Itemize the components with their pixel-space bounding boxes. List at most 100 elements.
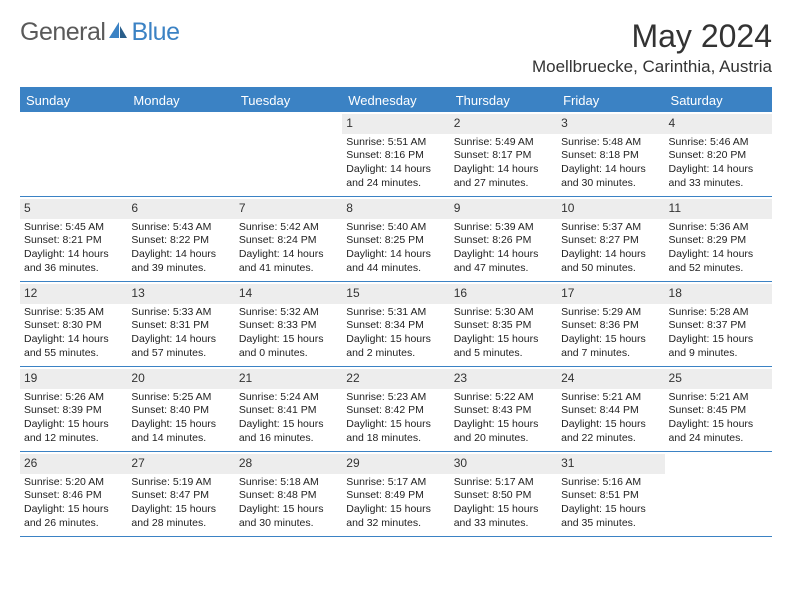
day-cell — [127, 112, 234, 196]
dow-mon: Monday — [127, 89, 234, 112]
sunset-line: Sunset: 8:22 PM — [131, 234, 230, 248]
sunset-line: Sunset: 8:51 PM — [561, 489, 660, 503]
daylight-line: Daylight: 15 hours and 0 minutes. — [239, 333, 338, 360]
daylight-line: Daylight: 14 hours and 33 minutes. — [669, 163, 768, 190]
sunrise-line: Sunrise: 5:21 AM — [561, 391, 660, 405]
daylight-line: Daylight: 15 hours and 33 minutes. — [454, 503, 553, 530]
daylight-line: Daylight: 15 hours and 35 minutes. — [561, 503, 660, 530]
logo: General Blue — [20, 18, 180, 47]
daylight-line: Daylight: 14 hours and 57 minutes. — [131, 333, 230, 360]
sail-icon — [107, 18, 129, 47]
day-number: 13 — [127, 284, 234, 304]
sunset-line: Sunset: 8:29 PM — [669, 234, 768, 248]
day-number: 18 — [665, 284, 772, 304]
day-number: 1 — [342, 114, 449, 134]
day-cell — [235, 112, 342, 196]
day-cell: 28Sunrise: 5:18 AMSunset: 8:48 PMDayligh… — [235, 452, 342, 536]
daylight-line: Daylight: 14 hours and 30 minutes. — [561, 163, 660, 190]
day-cell: 13Sunrise: 5:33 AMSunset: 8:31 PMDayligh… — [127, 282, 234, 366]
day-number: 31 — [557, 454, 664, 474]
day-cell: 7Sunrise: 5:42 AMSunset: 8:24 PMDaylight… — [235, 197, 342, 281]
day-cell: 2Sunrise: 5:49 AMSunset: 8:17 PMDaylight… — [450, 112, 557, 196]
sunset-line: Sunset: 8:47 PM — [131, 489, 230, 503]
daylight-line: Daylight: 15 hours and 16 minutes. — [239, 418, 338, 445]
day-number: 9 — [450, 199, 557, 219]
day-cell: 31Sunrise: 5:16 AMSunset: 8:51 PMDayligh… — [557, 452, 664, 536]
day-cell: 9Sunrise: 5:39 AMSunset: 8:26 PMDaylight… — [450, 197, 557, 281]
day-number: 3 — [557, 114, 664, 134]
day-cell: 29Sunrise: 5:17 AMSunset: 8:49 PMDayligh… — [342, 452, 449, 536]
sunrise-line: Sunrise: 5:17 AM — [454, 476, 553, 490]
sunset-line: Sunset: 8:40 PM — [131, 404, 230, 418]
location: Moellbruecke, Carinthia, Austria — [532, 57, 772, 77]
day-cell: 16Sunrise: 5:30 AMSunset: 8:35 PMDayligh… — [450, 282, 557, 366]
daylight-line: Daylight: 14 hours and 44 minutes. — [346, 248, 445, 275]
dow-tue: Tuesday — [235, 89, 342, 112]
day-number: 5 — [20, 199, 127, 219]
sunset-line: Sunset: 8:42 PM — [346, 404, 445, 418]
sunrise-line: Sunrise: 5:22 AM — [454, 391, 553, 405]
day-number: 20 — [127, 369, 234, 389]
sunrise-line: Sunrise: 5:19 AM — [131, 476, 230, 490]
day-cell: 10Sunrise: 5:37 AMSunset: 8:27 PMDayligh… — [557, 197, 664, 281]
day-cell: 15Sunrise: 5:31 AMSunset: 8:34 PMDayligh… — [342, 282, 449, 366]
sunset-line: Sunset: 8:34 PM — [346, 319, 445, 333]
sunset-line: Sunset: 8:43 PM — [454, 404, 553, 418]
sunset-line: Sunset: 8:31 PM — [131, 319, 230, 333]
sunrise-line: Sunrise: 5:32 AM — [239, 306, 338, 320]
sunrise-line: Sunrise: 5:26 AM — [24, 391, 123, 405]
title-block: May 2024 Moellbruecke, Carinthia, Austri… — [532, 18, 772, 77]
day-cell: 23Sunrise: 5:22 AMSunset: 8:43 PMDayligh… — [450, 367, 557, 451]
sunrise-line: Sunrise: 5:30 AM — [454, 306, 553, 320]
day-number: 6 — [127, 199, 234, 219]
sunset-line: Sunset: 8:30 PM — [24, 319, 123, 333]
day-cell: 18Sunrise: 5:28 AMSunset: 8:37 PMDayligh… — [665, 282, 772, 366]
sunrise-line: Sunrise: 5:36 AM — [669, 221, 768, 235]
daylight-line: Daylight: 15 hours and 18 minutes. — [346, 418, 445, 445]
sunrise-line: Sunrise: 5:29 AM — [561, 306, 660, 320]
sunset-line: Sunset: 8:41 PM — [239, 404, 338, 418]
sunrise-line: Sunrise: 5:35 AM — [24, 306, 123, 320]
day-cell: 12Sunrise: 5:35 AMSunset: 8:30 PMDayligh… — [20, 282, 127, 366]
sunset-line: Sunset: 8:25 PM — [346, 234, 445, 248]
dow-fri: Friday — [557, 89, 664, 112]
day-number: 16 — [450, 284, 557, 304]
sunset-line: Sunset: 8:18 PM — [561, 149, 660, 163]
daylight-line: Daylight: 15 hours and 22 minutes. — [561, 418, 660, 445]
day-cell: 14 Sunrise: 5:32 AMSunset: 8:33 PMDayligh… — [235, 282, 342, 366]
daylight-line: Daylight: 14 hours and 36 minutes. — [24, 248, 123, 275]
sunrise-line: Sunrise: 5:21 AM — [669, 391, 768, 405]
day-cell: 8Sunrise: 5:40 AMSunset: 8:25 PMDaylight… — [342, 197, 449, 281]
day-number: 14 — [235, 284, 342, 304]
daylight-line: Daylight: 14 hours and 47 minutes. — [454, 248, 553, 275]
daylight-line: Daylight: 15 hours and 2 minutes. — [346, 333, 445, 360]
day-cell — [20, 112, 127, 196]
daylight-line: Daylight: 14 hours and 50 minutes. — [561, 248, 660, 275]
sunset-line: Sunset: 8:46 PM — [24, 489, 123, 503]
sunrise-line: Sunrise: 5:37 AM — [561, 221, 660, 235]
daylight-line: Daylight: 15 hours and 14 minutes. — [131, 418, 230, 445]
sunrise-line: Sunrise: 5:40 AM — [346, 221, 445, 235]
header: General Blue May 2024 Moellbruecke, Cari… — [20, 18, 772, 77]
day-number: 2 — [450, 114, 557, 134]
week-row: 26Sunrise: 5:20 AMSunset: 8:46 PMDayligh… — [20, 452, 772, 537]
day-number: 24 — [557, 369, 664, 389]
sunset-line: Sunset: 8:48 PM — [239, 489, 338, 503]
sunset-line: Sunset: 8:33 PM — [239, 319, 338, 333]
logo-text-blue: Blue — [131, 18, 179, 47]
sunrise-line: Sunrise: 5:51 AM — [346, 136, 445, 150]
day-number: 10 — [557, 199, 664, 219]
day-number: 4 — [665, 114, 772, 134]
daylight-line: Daylight: 15 hours and 7 minutes. — [561, 333, 660, 360]
sunrise-line: Sunrise: 5:17 AM — [346, 476, 445, 490]
sunrise-line: Sunrise: 5:31 AM — [346, 306, 445, 320]
daylight-line: Daylight: 14 hours and 27 minutes. — [454, 163, 553, 190]
day-cell: 6Sunrise: 5:43 AMSunset: 8:22 PMDaylight… — [127, 197, 234, 281]
sunset-line: Sunset: 8:16 PM — [346, 149, 445, 163]
day-cell: 25Sunrise: 5:21 AMSunset: 8:45 PMDayligh… — [665, 367, 772, 451]
day-number: 7 — [235, 199, 342, 219]
daylight-line: Daylight: 14 hours and 52 minutes. — [669, 248, 768, 275]
dow-thu: Thursday — [450, 89, 557, 112]
sunset-line: Sunset: 8:20 PM — [669, 149, 768, 163]
sunset-line: Sunset: 8:26 PM — [454, 234, 553, 248]
